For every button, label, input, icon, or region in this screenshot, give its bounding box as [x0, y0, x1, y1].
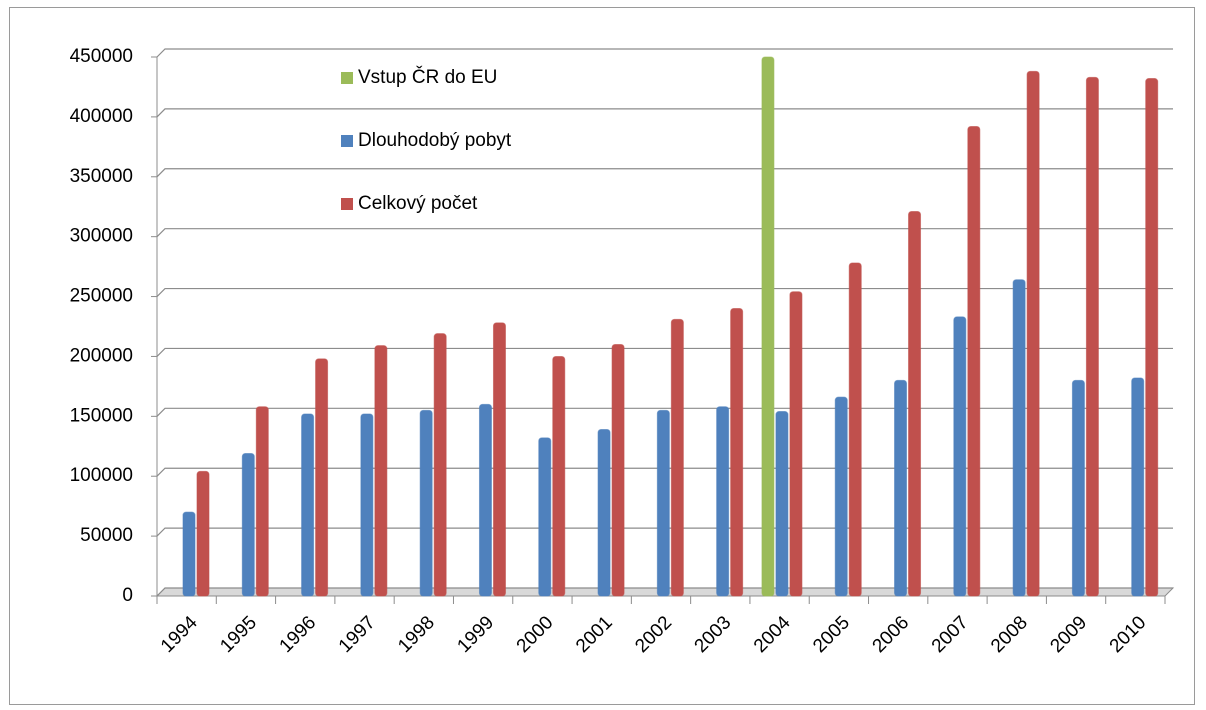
y-tick-label: 450000	[70, 46, 133, 67]
bar	[894, 379, 908, 597]
bar	[953, 316, 967, 597]
bar	[597, 429, 611, 597]
bar	[656, 409, 670, 597]
bar	[1012, 279, 1026, 597]
y-tick-label: 150000	[70, 405, 133, 426]
bar	[360, 413, 374, 597]
bar	[538, 437, 552, 597]
bar	[908, 211, 922, 597]
bar	[761, 56, 775, 597]
y-tick-label: 200000	[70, 345, 133, 366]
bar	[478, 403, 492, 597]
grid-line	[156, 48, 1173, 58]
bar	[967, 125, 981, 597]
bar	[670, 318, 684, 597]
y-tick-label: 400000	[70, 106, 133, 127]
grid-line	[156, 347, 1173, 357]
legend-swatch	[341, 72, 353, 84]
grid-line	[156, 287, 1173, 297]
bar	[1085, 76, 1099, 597]
legend-swatch	[341, 198, 353, 210]
y-tick-label: 0	[122, 585, 133, 606]
bar	[716, 406, 730, 597]
y-tick-label: 250000	[70, 286, 133, 307]
bar	[433, 333, 447, 597]
y-tick-label: 50000	[80, 525, 133, 546]
grid-line	[156, 108, 1173, 118]
bar	[492, 322, 506, 597]
y-tick-label: 300000	[70, 226, 133, 247]
bar	[241, 452, 255, 597]
bar	[834, 396, 848, 597]
bar	[1026, 70, 1040, 597]
bar	[419, 409, 433, 597]
bar	[301, 413, 315, 597]
legend-label: Vstup ČR do EU	[358, 66, 497, 88]
grid-line	[156, 228, 1173, 238]
bar	[611, 343, 625, 597]
bar	[775, 411, 789, 597]
bar	[1145, 78, 1159, 597]
bar	[848, 262, 862, 597]
legend-swatch	[341, 135, 353, 147]
bar	[552, 355, 566, 597]
y-tick-label: 350000	[70, 166, 133, 187]
bar	[182, 511, 196, 597]
bar	[196, 470, 210, 597]
grid-line	[156, 168, 1173, 178]
legend-label: Dlouhodobý pobyt	[358, 130, 512, 151]
bar	[255, 406, 269, 597]
legend-label: Celkový počet	[358, 193, 478, 214]
bar	[315, 358, 329, 597]
bar	[1131, 377, 1145, 597]
bar	[1071, 379, 1085, 597]
bar	[374, 345, 388, 597]
bar	[730, 308, 744, 597]
bar	[789, 291, 803, 597]
y-tick-label: 100000	[70, 465, 133, 486]
